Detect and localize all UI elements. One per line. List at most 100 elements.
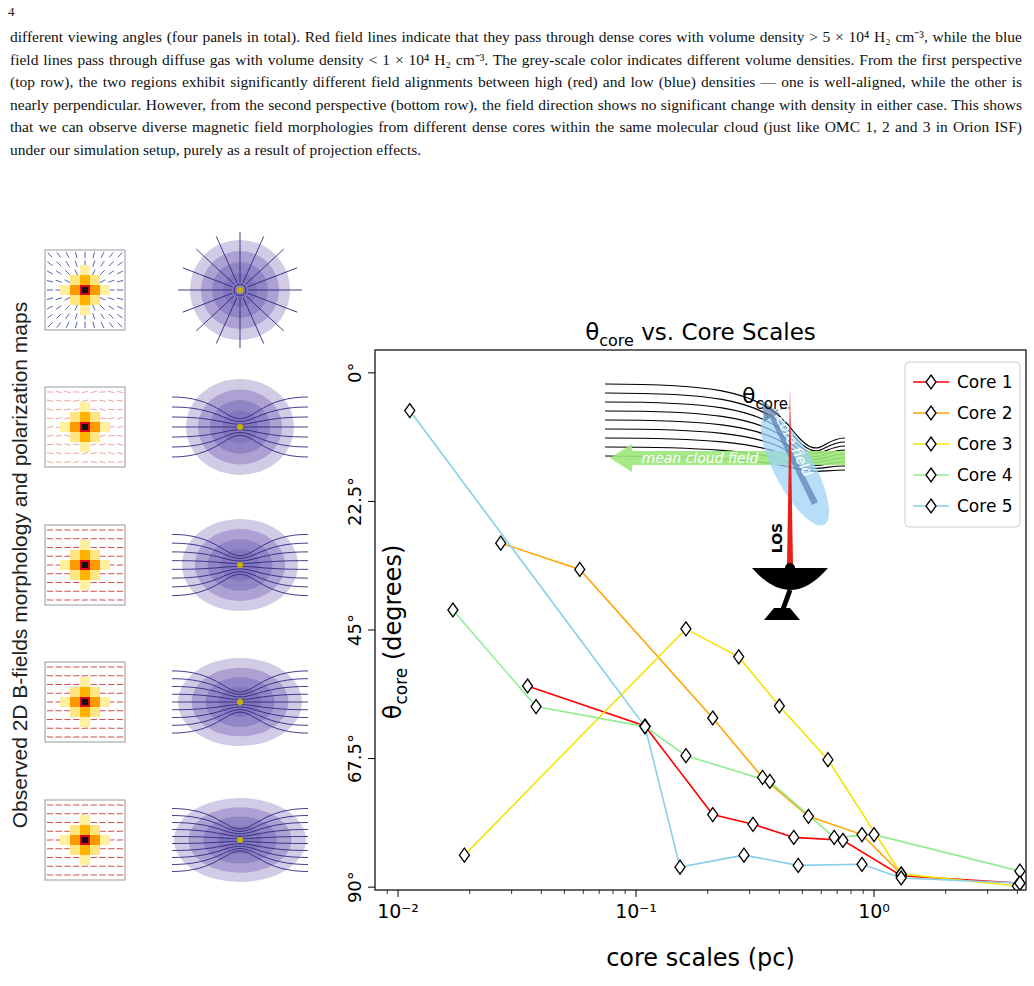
pol-segment [48,253,53,258]
heat-cell [90,275,100,285]
field-line [172,417,308,424]
pol-segment [47,573,53,574]
pol-segment [99,452,105,454]
heat-cell [70,295,80,305]
data-point [640,720,650,734]
heat-center [82,424,88,430]
pol-segment [56,719,62,720]
field-line [172,851,308,871]
pol-segment [118,323,123,328]
pol-segment [91,452,97,454]
pol-segment [100,280,106,283]
pol-map-frame [45,387,125,467]
pol-segment [99,461,105,463]
pol-segment [108,582,114,583]
pol-segment [109,306,114,310]
pol-segment [99,728,105,729]
pol-segment [117,675,123,676]
data-point [823,753,833,767]
heat-cell [70,835,80,845]
pol-segment [82,400,88,402]
pol-segment [75,322,77,328]
pol-segment [117,582,123,583]
pol-segment [47,409,53,410]
y-tick [368,887,375,888]
pol-segment [56,261,61,266]
pol-segment [108,736,114,737]
pol-segment [91,804,97,805]
pol-segment [99,400,105,401]
pol-segment [99,444,105,446]
heat-cell [70,707,80,717]
pol-segment [56,736,62,737]
heat-cell [60,697,70,707]
pol-segment [56,599,62,600]
data-point [675,860,685,874]
pol-segment [56,822,62,823]
field-line [172,830,308,837]
pol-segment [56,529,62,530]
pol-segment [91,599,97,600]
pol-segment [117,262,122,266]
pol-segment [108,684,114,685]
heat-cell [70,570,80,580]
heat-cell [80,422,90,432]
heat-cell [80,432,90,442]
pol-segment [73,874,79,875]
field-line [172,543,308,558]
data-point [748,817,758,831]
legend-marker [926,437,936,451]
pol-segment [75,252,77,258]
pol-segment [91,866,97,867]
pol-segment [75,313,77,319]
pol-segment [117,426,123,428]
pol-segment [108,538,114,539]
pol-segment [108,822,114,823]
pol-segment [64,573,70,574]
series-line [501,543,902,874]
heat-cell [90,550,100,560]
series-line [464,629,1017,886]
x-tick [636,890,637,897]
heat-cell [90,570,100,580]
pol-segment [56,874,62,875]
pol-segment [73,813,79,814]
pol-segment [108,813,114,814]
pol-segment [64,874,70,875]
pol-segment [73,857,79,858]
thumbnail-row [45,379,308,475]
pol-segment [56,556,62,557]
field-line [172,686,308,697]
pol-segment [91,675,97,676]
pol-segment [117,453,123,454]
heat-cell [90,412,100,422]
pol-segment [91,582,97,583]
pol-segment [73,736,79,737]
data-point [681,749,691,763]
pol-segment [108,452,114,454]
field-line [196,296,234,331]
core-center [237,287,243,293]
pol-segment [101,322,104,328]
heat-cell [80,707,90,717]
pol-segment [64,684,70,685]
pol-segment [56,710,62,711]
legend-label: Core 1 [957,372,1013,392]
pol-segment [47,874,53,875]
field-line [240,298,241,348]
pol-segment [73,804,79,805]
telescope-base [764,608,800,620]
page-number: 4 [8,4,15,20]
pol-segment [56,848,62,849]
pol-segment [56,666,62,667]
pol-segment [99,582,105,583]
pol-segment [117,290,123,291]
pol-segment [117,866,123,867]
pol-segment [117,719,123,720]
pol-segment [47,805,53,806]
pol-segment [91,719,97,720]
pol-segment [101,314,105,319]
pol-segment [64,400,70,401]
pol-segment [117,529,123,530]
pol-segment [117,271,123,274]
